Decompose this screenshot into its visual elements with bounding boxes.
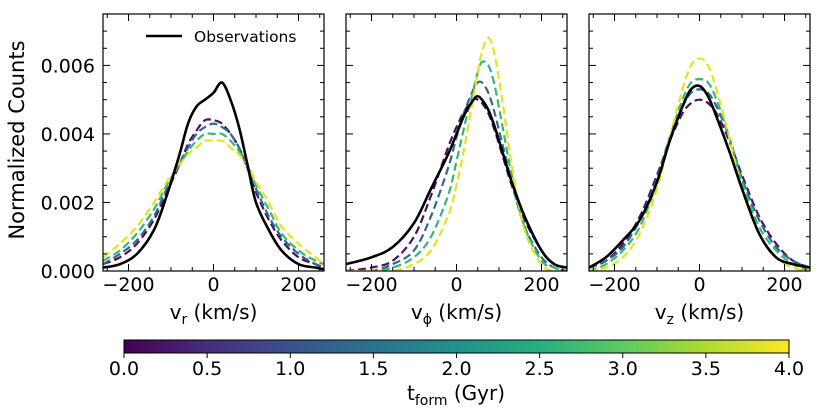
x-tick-label: 200 <box>523 274 559 296</box>
x-tick-label: −200 <box>102 274 154 296</box>
colorbar-tick-label: 2.5 <box>525 358 555 380</box>
series-line-observations <box>589 84 810 269</box>
axes-frame <box>102 13 325 272</box>
colorbar-tick-label: 1.5 <box>358 358 388 380</box>
colorbar-tick-label: 1.0 <box>275 358 305 380</box>
series-line-t-form-3 <box>103 132 324 266</box>
colorbar-tick-label: 0.5 <box>192 358 222 380</box>
colorbar-tick-label: 3.0 <box>608 358 638 380</box>
colorbar-tick-label: 2.0 <box>441 358 471 380</box>
panel-v-z: −200 0 200 vz (km/s) <box>588 13 811 328</box>
colorbar-ticks: 0.0 0.5 1.0 1.5 2.0 2.5 3.0 3.5 4.0 <box>109 353 804 380</box>
series-line-observations <box>346 94 567 269</box>
x-axis-label: vz (km/s) <box>655 300 744 328</box>
y-axis-label: Normalized Counts <box>5 40 29 239</box>
colorbar-tick-label: 4.0 <box>774 358 804 380</box>
axes-frame <box>588 13 811 272</box>
colorbar-tick-label: 0.0 <box>109 358 139 380</box>
series-line-t-form-2 <box>346 80 567 271</box>
x-tick-label: 0 <box>693 274 705 296</box>
x-axis-label: vϕ (km/s) <box>411 300 502 328</box>
colorbar: 0.0 0.5 1.0 1.5 2.0 2.5 3.0 3.5 4.0 tform (Gyr) <box>109 339 804 409</box>
series-line-t-form-3 <box>589 78 810 271</box>
series-lines <box>346 36 567 271</box>
panel-v-r: −200 0 200 0.000 0.002 0.004 0.006 vr (km/s) <box>41 13 325 328</box>
y-tick-label: 0.002 <box>41 192 95 214</box>
series-line-observations <box>103 81 324 271</box>
legend-label-observations: Observations <box>194 28 296 46</box>
series-line-t-form-4 <box>103 139 324 266</box>
series-line-t-form-4 <box>346 36 567 271</box>
y-tick-label: 0.004 <box>41 124 95 146</box>
y-tick-label: 0.006 <box>41 55 95 77</box>
legend: Observations <box>146 28 296 46</box>
series-line-t-form-1 <box>103 118 324 269</box>
x-tick-label: 200 <box>766 274 802 296</box>
y-tick-label: 0.000 <box>41 261 95 283</box>
colorbar-tick-label: 3.5 <box>691 358 721 380</box>
series-line-t-form-2 <box>589 88 810 269</box>
axes-frame <box>345 13 568 272</box>
series-line-t-form-2 <box>103 122 324 269</box>
panel-v-phi: −200 0 200 vϕ (km/s) <box>345 13 568 328</box>
x-tick-label: −200 <box>345 274 397 296</box>
x-tick-label: 0 <box>450 274 462 296</box>
colorbar-label: tform (Gyr) <box>407 381 505 409</box>
x-tick-label: −200 <box>588 274 640 296</box>
x-tick-label: 0 <box>207 274 219 296</box>
series-lines <box>589 57 810 271</box>
x-axis-label: vr (km/s) <box>170 300 258 328</box>
x-tick-label: 200 <box>280 274 316 296</box>
colorbar-gradient <box>123 339 790 354</box>
series-lines <box>103 81 324 271</box>
series-line-t-form-1 <box>346 97 567 271</box>
